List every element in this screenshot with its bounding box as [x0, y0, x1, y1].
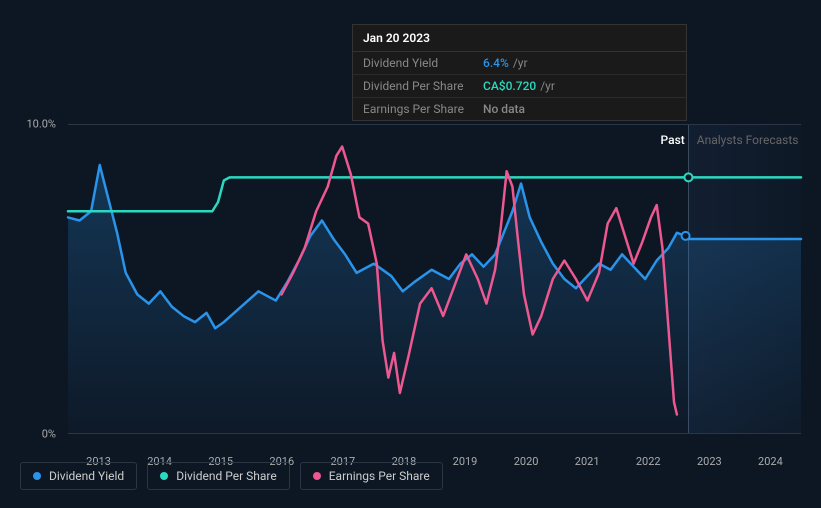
legend-dot: [313, 472, 321, 480]
period-past-label: Past: [661, 133, 685, 147]
tooltip-row: Earnings Per ShareNo data: [353, 98, 686, 120]
legend-item[interactable]: Dividend Yield: [20, 462, 137, 490]
tooltip-row-label: Earnings Per Share: [363, 102, 483, 116]
chart-tooltip: Jan 20 2023 Dividend Yield6.4%/yrDividen…: [352, 24, 687, 121]
tooltip-row-value: 6.4%: [483, 56, 509, 70]
tooltip-row-value: No data: [483, 102, 525, 116]
tooltip-row-unit: /yr: [513, 56, 528, 70]
series-area-dividend_yield: [68, 165, 801, 433]
tooltip-row-label: Dividend Yield: [363, 56, 483, 70]
legend-label: Earnings Per Share: [329, 469, 430, 483]
legend-item[interactable]: Dividend Per Share: [147, 462, 290, 490]
chart-area: Past Analysts Forecasts 2013201420152016…: [20, 110, 801, 448]
x-axis-label: 2022: [618, 455, 679, 468]
x-axis-label: 2023: [679, 455, 740, 468]
tooltip-rows: Dividend Yield6.4%/yrDividend Per ShareC…: [353, 52, 686, 120]
x-axis-label: 2019: [434, 455, 495, 468]
legend: Dividend Yield Dividend Per Share Earnings…: [20, 462, 443, 490]
legend-item[interactable]: Earnings Per Share: [300, 462, 443, 490]
series-marker-dividend_yield: [682, 232, 690, 240]
x-axis-label: 2021: [557, 455, 618, 468]
legend-dot: [160, 472, 168, 480]
y-axis-label: 10.0%: [26, 118, 56, 131]
x-axis-label: 2020: [496, 455, 557, 468]
legend-label: Dividend Per Share: [176, 469, 277, 483]
tooltip-row-value: CA$0.720: [483, 79, 536, 93]
y-axis-label: 0%: [42, 428, 56, 441]
plot-svg: [68, 125, 801, 433]
legend-dot: [33, 472, 41, 480]
legend-label: Dividend Yield: [49, 469, 124, 483]
tooltip-row: Dividend Yield6.4% /yr: [353, 52, 686, 75]
tooltip-row-label: Dividend Per Share: [363, 79, 483, 93]
tooltip-row: Dividend Per ShareCA$0.720/yr: [353, 75, 686, 98]
tooltip-row-unit: /yr: [540, 79, 555, 93]
series-line-dividend_per_share: [68, 177, 801, 211]
period-forecast-label: Analysts Forecasts: [697, 133, 799, 147]
series-marker-dividend_per_share: [684, 173, 692, 181]
plot-region[interactable]: Past Analysts Forecasts: [68, 124, 801, 434]
period-labels: Past Analysts Forecasts: [661, 133, 799, 147]
tooltip-date: Jan 20 2023: [353, 25, 686, 52]
x-axis-label: 2024: [740, 455, 801, 468]
